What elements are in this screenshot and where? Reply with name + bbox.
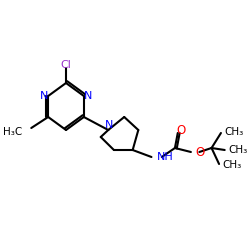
Text: O: O <box>176 124 185 136</box>
Text: N: N <box>84 91 92 101</box>
Text: NH: NH <box>157 152 174 162</box>
Text: CH₃: CH₃ <box>228 145 248 155</box>
Text: CH₃: CH₃ <box>223 160 242 170</box>
Text: CH₃: CH₃ <box>225 127 244 137</box>
Text: N: N <box>105 120 114 130</box>
Text: Cl: Cl <box>60 60 72 70</box>
Text: H₃C: H₃C <box>2 127 22 137</box>
Text: N: N <box>40 91 48 101</box>
Text: O: O <box>196 146 205 158</box>
